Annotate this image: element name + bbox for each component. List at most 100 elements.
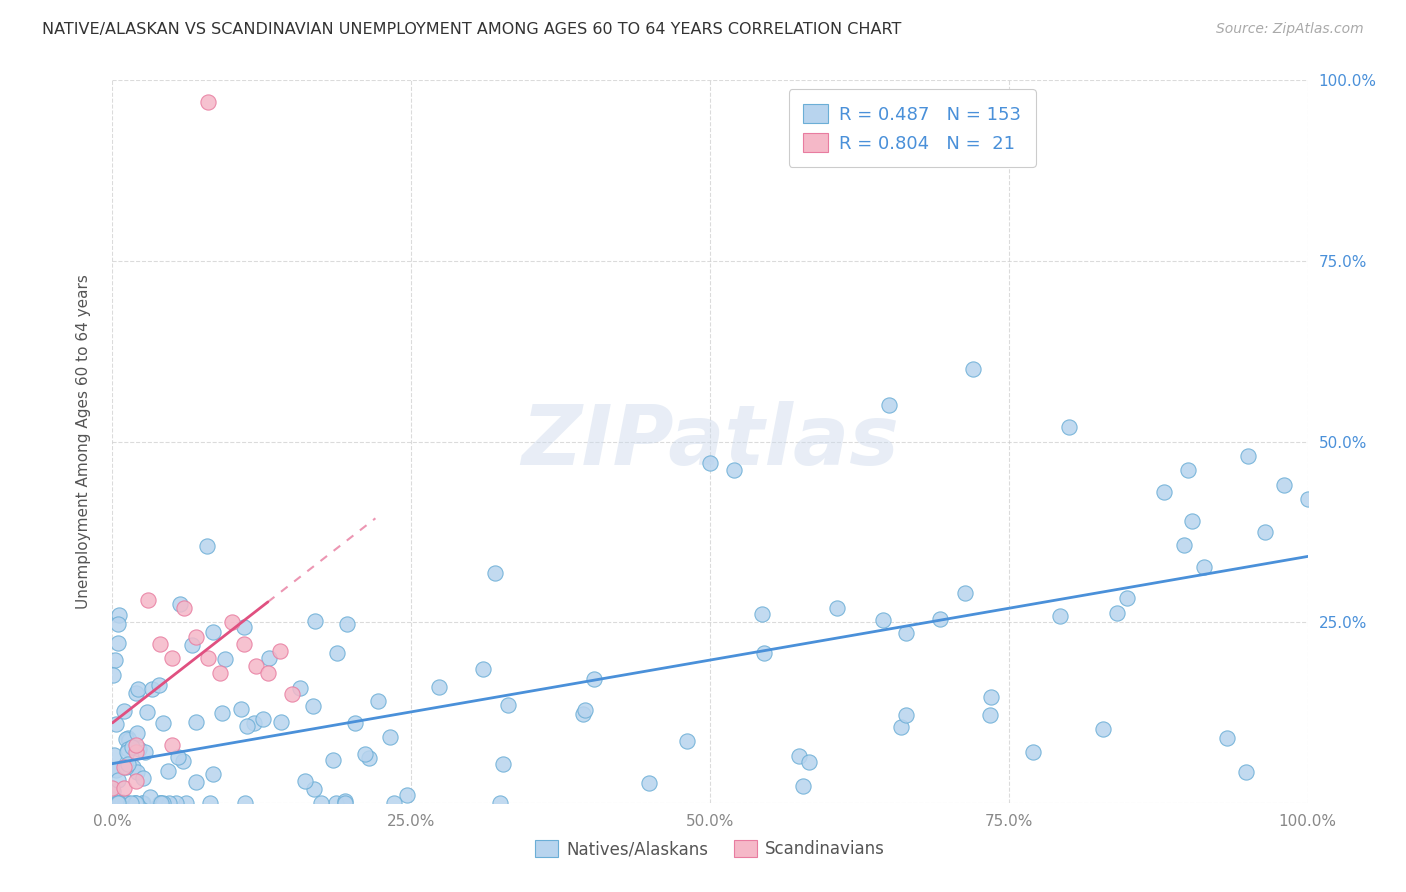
Text: Source: ZipAtlas.com: Source: ZipAtlas.com xyxy=(1216,22,1364,37)
Point xyxy=(101,791,124,805)
Point xyxy=(572,707,595,722)
Point xyxy=(122,760,145,774)
Point xyxy=(427,680,450,694)
Point xyxy=(1115,591,1137,606)
Point xyxy=(108,607,131,622)
Point xyxy=(107,617,129,632)
Point xyxy=(117,742,139,756)
Point xyxy=(1153,485,1175,500)
Point xyxy=(359,751,381,765)
Point xyxy=(1107,606,1129,620)
Point xyxy=(173,600,195,615)
Point xyxy=(107,796,129,810)
Point xyxy=(1057,420,1080,434)
Point xyxy=(174,796,197,810)
Point xyxy=(896,708,918,723)
Point xyxy=(1216,731,1239,746)
Point xyxy=(121,739,143,754)
Point xyxy=(496,698,519,713)
Point xyxy=(322,753,344,767)
Point xyxy=(221,615,243,630)
Point xyxy=(233,796,256,810)
Point xyxy=(115,732,138,747)
Point xyxy=(103,747,125,762)
Point xyxy=(202,624,225,639)
Point xyxy=(117,731,139,745)
Point xyxy=(257,651,280,665)
Point xyxy=(157,796,180,810)
Point xyxy=(114,781,135,796)
Point xyxy=(638,776,661,790)
Point xyxy=(101,796,124,810)
Point xyxy=(104,653,127,667)
Point xyxy=(127,726,149,740)
Point xyxy=(792,779,814,793)
Point xyxy=(184,775,207,789)
Point xyxy=(131,796,153,810)
Point xyxy=(108,796,131,810)
Point xyxy=(186,715,208,730)
Point xyxy=(103,796,125,810)
Point xyxy=(1049,609,1071,624)
Point xyxy=(395,788,418,802)
Point xyxy=(148,678,170,692)
Point xyxy=(117,757,139,772)
Point xyxy=(172,754,194,768)
Point xyxy=(152,796,174,810)
Point xyxy=(149,637,172,651)
Point xyxy=(269,644,291,658)
Point xyxy=(754,646,776,660)
Point xyxy=(488,796,510,810)
Point xyxy=(124,796,146,810)
Point xyxy=(676,734,699,748)
Point xyxy=(169,597,191,611)
Point xyxy=(157,764,180,778)
Point xyxy=(1181,514,1204,528)
Point xyxy=(101,796,124,810)
Point xyxy=(103,796,125,810)
Point xyxy=(115,759,138,773)
Point xyxy=(294,773,316,788)
Y-axis label: Unemployment Among Ages 60 to 64 years: Unemployment Among Ages 60 to 64 years xyxy=(76,274,91,609)
Point xyxy=(797,755,820,769)
Point xyxy=(1194,560,1216,574)
Point xyxy=(825,600,848,615)
Point xyxy=(751,607,773,622)
Point xyxy=(110,796,132,810)
Point xyxy=(229,701,252,715)
Point xyxy=(232,619,254,633)
Point xyxy=(115,796,138,810)
Point xyxy=(235,719,257,733)
Point xyxy=(197,651,219,665)
Point xyxy=(257,665,280,680)
Point xyxy=(311,796,333,810)
Point xyxy=(141,681,163,696)
Point xyxy=(367,694,389,708)
Point xyxy=(149,796,172,810)
Point xyxy=(105,763,128,777)
Point xyxy=(233,637,256,651)
Point xyxy=(214,652,236,666)
Point xyxy=(131,796,153,810)
Point xyxy=(353,747,375,761)
Point xyxy=(583,672,606,686)
Point xyxy=(252,712,274,726)
Point xyxy=(344,716,367,731)
Point xyxy=(114,796,136,810)
Point xyxy=(197,95,219,109)
Point xyxy=(335,794,357,808)
Point xyxy=(304,614,326,628)
Point xyxy=(115,745,138,759)
Point xyxy=(1234,764,1257,779)
Point xyxy=(110,796,132,810)
Point xyxy=(120,796,142,810)
Point xyxy=(127,681,149,696)
Point xyxy=(333,796,356,810)
Point xyxy=(1296,492,1319,507)
Point xyxy=(114,760,135,774)
Point xyxy=(1177,463,1199,477)
Point xyxy=(209,665,232,680)
Point xyxy=(101,781,124,796)
Point xyxy=(894,626,917,640)
Point xyxy=(1237,449,1260,463)
